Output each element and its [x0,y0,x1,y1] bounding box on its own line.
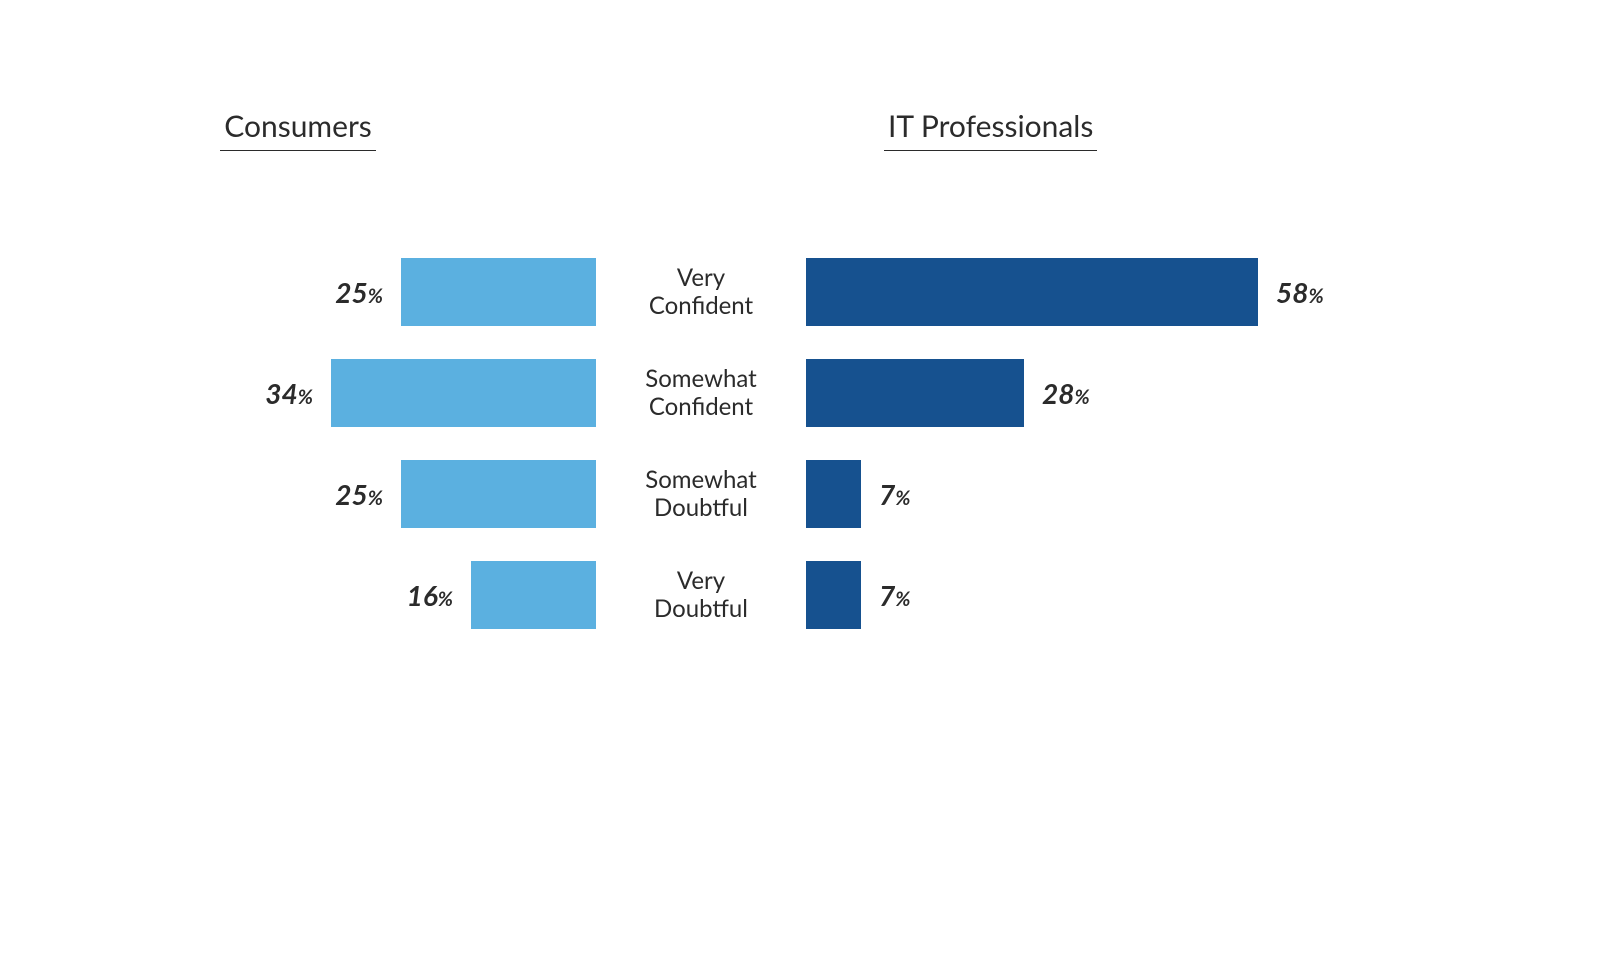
header-center-spacer [596,108,806,151]
left-bar [401,258,596,326]
percent-sign: % [895,486,910,510]
left-value-number: 16 [407,578,438,612]
right-value-label: 7% [879,477,910,511]
right-value-number: 28 [1042,376,1074,410]
left-bar [471,561,596,629]
right-value-number: 58 [1276,275,1308,309]
right-value-label: 58% [1276,275,1324,309]
percent-sign: % [368,284,383,308]
category-label: SomewhatConfident [596,365,806,420]
right-value-number: 7 [879,578,895,612]
percent-sign: % [1074,385,1089,409]
left-bar [331,359,596,427]
right-bar [806,561,861,629]
right-side: 28% [806,359,1090,427]
right-value-label: 28% [1042,376,1090,410]
category-label: VeryConfident [596,264,806,319]
diverging-bar-chart: Consumers IT Professionals 25% VeryConfid… [0,0,1600,964]
left-column-title: Consumers [220,108,376,151]
left-header-wrap: Consumers [0,108,596,151]
chart-row: 34% SomewhatConfident 28% [0,359,1600,427]
right-side: 58% [806,258,1324,326]
percent-sign: % [895,587,910,611]
percent-sign: % [298,385,313,409]
chart-row: 25% SomewhatDoubtful 7% [0,460,1600,528]
left-value-label: 34% [265,376,313,410]
left-side: 34% [0,359,596,427]
left-side: 25% [0,258,596,326]
right-column-title: IT Professionals [884,108,1097,151]
left-value-number: 34 [265,376,297,410]
chart-row: 25% VeryConfident 58% [0,258,1600,326]
right-value-number: 7 [879,477,895,511]
percent-sign: % [438,587,453,611]
column-headers: Consumers IT Professionals [0,108,1600,151]
right-value-label: 7% [879,578,910,612]
right-bar [806,359,1024,427]
left-value-number: 25 [335,275,367,309]
right-header-wrap: IT Professionals [806,108,1600,151]
category-label: VeryDoubtful [596,567,806,622]
left-value-number: 25 [335,477,367,511]
chart-rows: 25%VeryConfident58%34%SomewhatConfident2… [0,258,1600,662]
left-value-label: 16% [407,578,453,612]
left-bar [401,460,596,528]
right-side: 7% [806,561,910,629]
percent-sign: % [368,486,383,510]
left-value-label: 25% [335,275,383,309]
right-bar [806,258,1258,326]
right-bar [806,460,861,528]
left-side: 25% [0,460,596,528]
right-side: 7% [806,460,910,528]
category-label: SomewhatDoubtful [596,466,806,521]
left-value-label: 25% [335,477,383,511]
left-side: 16% [0,561,596,629]
percent-sign: % [1308,284,1323,308]
chart-row: 16% VeryDoubtful 7% [0,561,1600,629]
